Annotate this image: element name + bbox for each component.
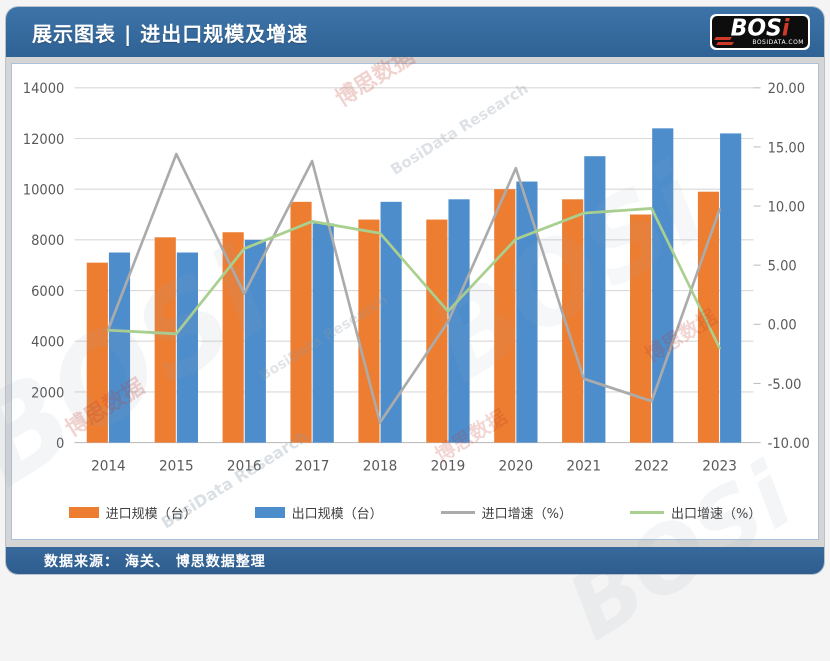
chart-card: 展示图表 | 进出口规模及增速 BOSi BOSIDATA.COM 0 2000 4… — [6, 7, 824, 574]
x-axis-label: 2018 — [363, 458, 398, 475]
legend-item: 进口增速（%） — [440, 503, 573, 522]
header-bar: 展示图表 | 进出口规模及增速 BOSi BOSIDATA.COM — [6, 7, 824, 57]
left-axis-label: 14000 — [23, 81, 65, 98]
bosi-logo: BOSi BOSIDATA.COM — [710, 14, 810, 50]
import-growth-line — [107, 152, 721, 424]
left-axis-label: 10000 — [23, 182, 65, 199]
legend-bar-swatch — [68, 507, 99, 518]
legend-item: 出口规模（台） — [254, 503, 383, 522]
legend-item: 进口规模（台） — [68, 503, 197, 522]
bosi-logo-box: BOSi BOSIDATA.COM — [712, 16, 808, 48]
left-axis-label: 8000 — [31, 233, 64, 250]
legend-line-swatch — [630, 511, 665, 514]
footer-bar: 数据来源： 海关、 博思数据整理 — [6, 547, 824, 574]
import-bar — [86, 262, 108, 443]
x-axis-label: 2016 — [227, 458, 262, 475]
x-axis-label: 2022 — [634, 458, 669, 475]
export-bar — [380, 201, 402, 443]
legend-label: 进口规模（台） — [105, 507, 197, 522]
chart-panel: 0 2000 4000 6000 8000 10000 12000 14000 -10.00 -5… — [11, 63, 819, 540]
x-axis-label: 2014 — [91, 458, 126, 475]
legend-bar-swatch — [254, 507, 285, 518]
import-bar — [358, 219, 380, 443]
export-bar — [720, 133, 742, 443]
import-bar — [426, 219, 448, 443]
logo-stripes-icon — [713, 35, 737, 45]
export-bar — [516, 181, 538, 443]
right-axis-label: 20.00 — [768, 81, 805, 98]
export-bar — [312, 223, 334, 443]
export-bar — [448, 199, 470, 443]
right-axis-label: 0.00 — [768, 317, 797, 334]
right-axis-label: -10.00 — [768, 436, 810, 453]
export-bar — [652, 128, 674, 443]
right-axis-label: 5.00 — [768, 258, 797, 275]
right-axis-label: -5.00 — [768, 376, 802, 393]
x-axis-label: 2017 — [295, 458, 330, 475]
left-axis-label: 4000 — [31, 334, 64, 351]
x-axis-label: 2019 — [431, 458, 466, 475]
right-axis-label: 10.00 — [768, 199, 805, 216]
left-axis-label: 0 — [56, 436, 64, 453]
data-source-text: 数据来源： 海关、 博思数据整理 — [44, 553, 266, 570]
import-bar — [494, 189, 516, 443]
import-bar — [222, 232, 244, 443]
import-bar — [630, 214, 652, 443]
page: { "header": { "title": "展示图表 | 进出口规模及增速"… — [6, 7, 824, 574]
export-growth-line — [107, 207, 721, 350]
bosi-logo-text: BOSi — [730, 16, 790, 42]
left-axis-label: 12000 — [23, 131, 65, 148]
bosi-logo-subtext: BOSIDATA.COM — [752, 39, 804, 46]
chart-legend: 进口规模（台） 出口规模（台） 进口增速（%） 出口增速（%） — [12, 501, 818, 539]
combo-chart: 0 2000 4000 6000 8000 10000 12000 14000 -10.00 -5… — [23, 81, 810, 475]
x-axis-label: 2021 — [566, 458, 601, 475]
legend-item: 出口增速（%） — [630, 503, 761, 522]
import-bar — [154, 237, 176, 443]
export-bar — [108, 252, 131, 443]
legend-label: 出口增速（%） — [671, 507, 762, 522]
legend-label: 出口规模（台） — [291, 507, 383, 522]
import-bar — [562, 199, 584, 443]
import-bar — [697, 191, 720, 443]
legend-label: 进口增速（%） — [481, 507, 573, 522]
x-axis-label: 2020 — [499, 458, 534, 475]
right-axis-label: 15.00 — [768, 140, 805, 157]
x-axis-label: 2015 — [159, 458, 194, 475]
left-axis-label: 2000 — [31, 385, 64, 402]
page-title: 展示图表 | 进出口规模及增速 — [32, 21, 309, 46]
x-axis-label: 2023 — [702, 458, 737, 475]
export-bar — [176, 252, 198, 443]
left-axis-label: 6000 — [31, 284, 64, 301]
chart-body: 0 2000 4000 6000 8000 10000 12000 14000 -10.00 -5… — [6, 57, 824, 547]
export-bar — [584, 156, 606, 443]
export-bar — [244, 239, 266, 443]
import-bar — [290, 201, 312, 443]
legend-line-swatch — [440, 511, 475, 514]
